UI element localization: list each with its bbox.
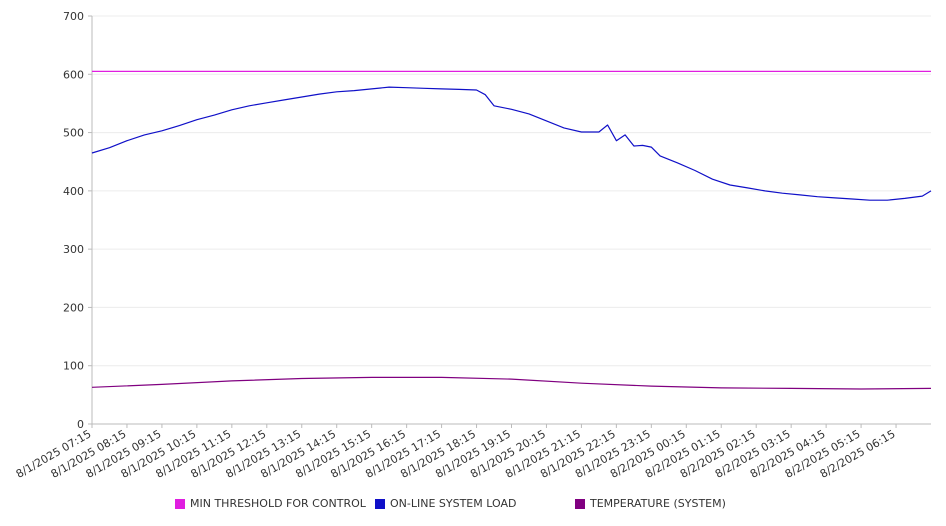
legend: MIN THRESHOLD FOR CONTROL ON-LINE SYSTEM… <box>0 497 946 515</box>
x-tick-labels: 8/1/2025 07:158/1/2025 08:158/1/2025 09:… <box>14 427 898 481</box>
axes <box>88 15 931 428</box>
y-tick-label: 0 <box>77 418 84 431</box>
legend-item-system-load: ON-LINE SYSTEM LOAD <box>375 497 516 510</box>
y-tick-label: 100 <box>63 360 84 373</box>
series-line-system-load <box>91 86 932 201</box>
legend-label-min-threshold: MIN THRESHOLD FOR CONTROL <box>190 497 366 510</box>
y-tick-label: 700 <box>63 10 84 23</box>
y-tick-label: 600 <box>63 68 84 81</box>
legend-swatch-min-threshold <box>175 498 185 509</box>
y-tick-label: 500 <box>63 127 84 140</box>
y-tick-label: 200 <box>63 301 84 314</box>
y-tick-labels: 0 100 200 300 400 500 600 700 <box>63 10 84 431</box>
legend-item-min-threshold: MIN THRESHOLD FOR CONTROL <box>175 497 366 510</box>
y-tick-label: 300 <box>63 243 84 256</box>
legend-swatch-system-load <box>375 498 385 509</box>
legend-label-system-load: ON-LINE SYSTEM LOAD <box>390 497 517 510</box>
y-tick-label: 400 <box>63 185 84 198</box>
series-line-temperature <box>91 376 932 390</box>
legend-swatch-temperature <box>575 498 585 509</box>
legend-item-temperature: TEMPERATURE (SYSTEM) <box>575 497 726 510</box>
legend-label-temperature: TEMPERATURE (SYSTEM) <box>590 497 726 510</box>
series-lines <box>91 70 932 390</box>
grid-lines <box>92 15 931 367</box>
